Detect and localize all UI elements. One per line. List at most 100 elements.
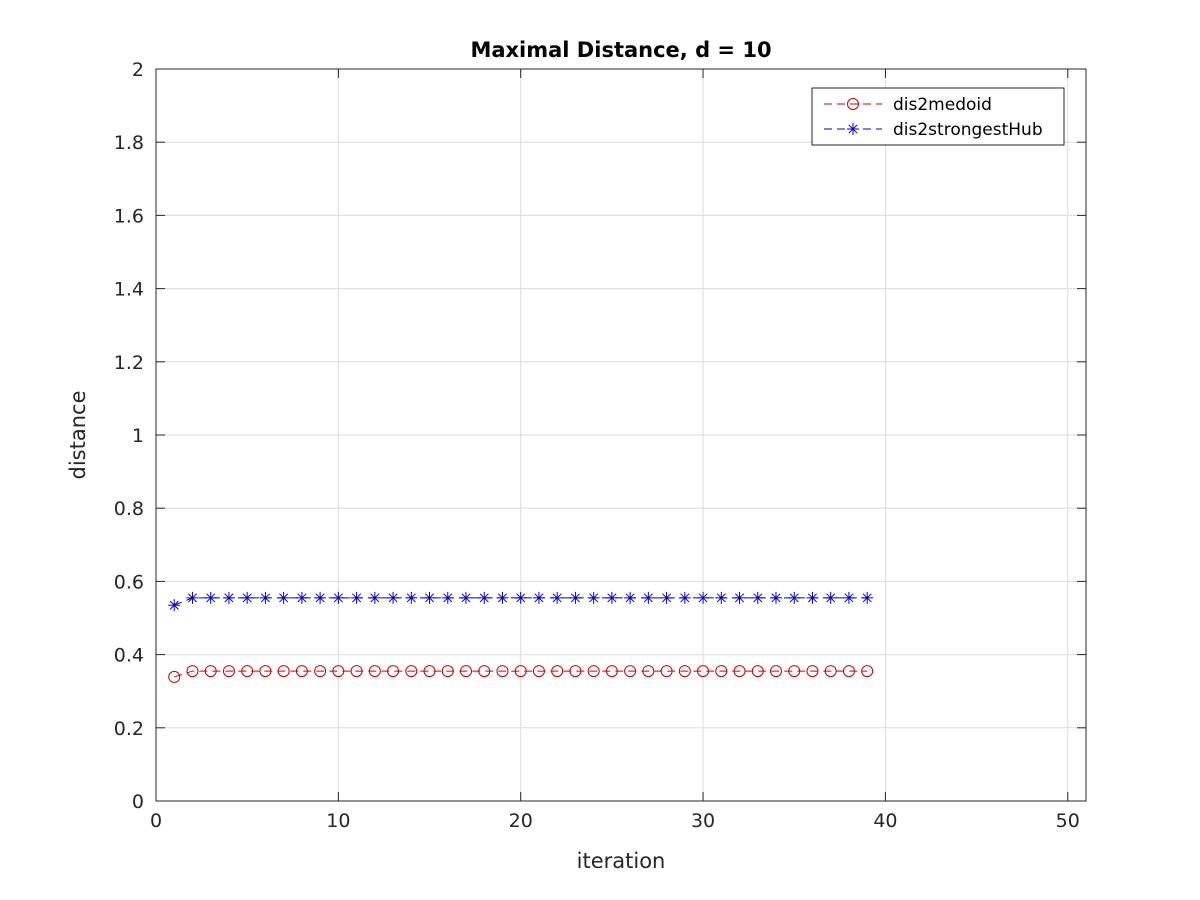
data-point-dis2strongestHub bbox=[842, 591, 855, 604]
data-point-dis2medoid bbox=[605, 665, 618, 678]
legend: dis2medoid dis2strongestHub bbox=[811, 87, 1065, 146]
data-point-dis2strongestHub bbox=[186, 591, 199, 604]
data-point-dis2medoid bbox=[624, 665, 637, 678]
data-point-dis2medoid bbox=[496, 665, 509, 678]
tick-layer: 0 10 20 30 40 50 0 0.2 0.4 0.6 0.8 1 1.2 1.4 1.6 1.8 2 bbox=[114, 59, 1086, 832]
series-dis2strongestHub bbox=[168, 591, 874, 612]
data-point-dis2medoid bbox=[569, 665, 582, 678]
legend-box bbox=[811, 87, 1065, 146]
data-point-dis2medoid bbox=[295, 665, 308, 678]
data-point-dis2strongestHub bbox=[678, 591, 691, 604]
data-point-dis2strongestHub bbox=[770, 591, 782, 604]
data-point-dis2strongestHub bbox=[204, 591, 217, 604]
legend-label-dis2strongestHub: dis2strongestHub bbox=[893, 120, 1043, 140]
data-point-dis2medoid bbox=[824, 665, 837, 678]
y-tick-label: 0 bbox=[132, 791, 144, 813]
y-tick-label: 2 bbox=[132, 59, 144, 81]
data-point-dis2strongestHub bbox=[387, 591, 400, 604]
data-point-dis2medoid bbox=[204, 665, 217, 678]
data-point-dis2medoid bbox=[660, 665, 673, 678]
data-point-dis2strongestHub bbox=[241, 591, 254, 604]
data-point-dis2strongestHub bbox=[642, 591, 655, 604]
data-point-dis2strongestHub bbox=[478, 591, 491, 604]
data-point-dis2medoid bbox=[751, 665, 764, 678]
data-point-dis2medoid bbox=[186, 665, 199, 678]
x-tick-label: 20 bbox=[509, 810, 533, 832]
data-point-dis2medoid bbox=[277, 665, 290, 678]
data-point-dis2medoid bbox=[350, 665, 363, 678]
series-dis2medoid-line bbox=[174, 670, 868, 678]
data-point-dis2medoid bbox=[241, 665, 254, 678]
data-point-dis2strongestHub bbox=[624, 591, 637, 604]
data-point-dis2strongestHub bbox=[295, 591, 308, 604]
data-point-dis2medoid bbox=[642, 665, 655, 678]
data-point-dis2strongestHub bbox=[222, 591, 235, 604]
data-point-dis2medoid bbox=[861, 665, 874, 678]
y-tick-label: 1.8 bbox=[114, 132, 144, 154]
data-point-dis2strongestHub bbox=[605, 591, 618, 604]
data-point-dis2strongestHub bbox=[496, 591, 509, 604]
data-point-dis2strongestHub bbox=[733, 591, 746, 604]
data-point-dis2medoid bbox=[423, 665, 436, 678]
data-point-dis2strongestHub bbox=[314, 591, 327, 604]
data-point-dis2strongestHub bbox=[332, 591, 345, 604]
data-point-dis2strongestHub bbox=[514, 591, 527, 604]
data-point-dis2strongestHub bbox=[861, 591, 874, 604]
data-point-dis2strongestHub bbox=[788, 591, 801, 604]
data-point-dis2medoid bbox=[222, 665, 235, 678]
series-layer bbox=[168, 591, 874, 683]
data-point-dis2medoid bbox=[478, 665, 491, 678]
data-point-dis2medoid bbox=[514, 665, 527, 678]
x-tick-label: 50 bbox=[1056, 810, 1080, 832]
x-tick-label: 30 bbox=[691, 810, 715, 832]
series-dis2strongestHub-line bbox=[174, 597, 868, 606]
data-point-dis2strongestHub bbox=[751, 591, 764, 604]
data-point-dis2medoid bbox=[587, 665, 600, 678]
x-tick-label: 0 bbox=[150, 810, 162, 832]
data-point-dis2medoid bbox=[678, 665, 691, 678]
data-point-dis2strongestHub bbox=[460, 591, 472, 604]
data-point-dis2medoid bbox=[733, 665, 746, 678]
data-point-dis2medoid bbox=[770, 665, 782, 678]
y-tick-label: 0.6 bbox=[114, 571, 144, 593]
data-point-dis2medoid bbox=[259, 665, 272, 678]
data-point-dis2medoid bbox=[532, 665, 545, 678]
y-tick-label: 1 bbox=[132, 425, 144, 447]
legend-asterisk-shape bbox=[847, 123, 859, 135]
data-point-dis2medoid bbox=[806, 665, 819, 678]
data-point-dis2strongestHub bbox=[368, 591, 381, 604]
data-point-dis2strongestHub bbox=[532, 591, 545, 604]
data-point-dis2medoid bbox=[788, 665, 801, 678]
data-point-dis2strongestHub bbox=[697, 591, 710, 604]
data-point-dis2strongestHub bbox=[806, 591, 819, 604]
data-point-dis2strongestHub bbox=[350, 591, 363, 604]
legend-label-dis2medoid: dis2medoid bbox=[893, 95, 992, 115]
x-tick-label: 10 bbox=[326, 810, 350, 832]
data-point-dis2medoid bbox=[314, 665, 327, 678]
data-point-dis2medoid bbox=[168, 670, 181, 683]
data-point-dis2strongestHub bbox=[168, 599, 181, 612]
data-point-dis2strongestHub bbox=[259, 591, 272, 604]
legend-marker-dis2strongestHub bbox=[847, 123, 859, 135]
data-point-dis2strongestHub bbox=[569, 591, 582, 604]
legend-marker-dis2medoid bbox=[847, 98, 859, 110]
y-tick-label: 1.2 bbox=[114, 352, 144, 374]
data-point-dis2medoid bbox=[405, 665, 418, 678]
data-point-dis2medoid bbox=[551, 665, 564, 678]
data-point-dis2medoid bbox=[387, 665, 400, 678]
data-point-dis2strongestHub bbox=[824, 591, 837, 604]
x-axis-label: iteration bbox=[577, 849, 666, 873]
data-point-dis2strongestHub bbox=[551, 591, 564, 604]
y-tick-label: 1.4 bbox=[114, 279, 144, 301]
y-tick-label: 1.6 bbox=[114, 205, 144, 227]
data-point-dis2medoid bbox=[441, 665, 454, 678]
data-point-dis2medoid bbox=[368, 665, 381, 678]
x-tick-label: 40 bbox=[873, 810, 897, 832]
y-tick-label: 0.8 bbox=[114, 498, 144, 520]
chart-title: Maximal Distance, d = 10 bbox=[470, 38, 771, 62]
data-point-dis2medoid bbox=[715, 665, 728, 678]
data-point-dis2strongestHub bbox=[423, 591, 436, 604]
data-point-dis2strongestHub bbox=[587, 591, 600, 604]
data-point-dis2medoid bbox=[460, 665, 472, 678]
